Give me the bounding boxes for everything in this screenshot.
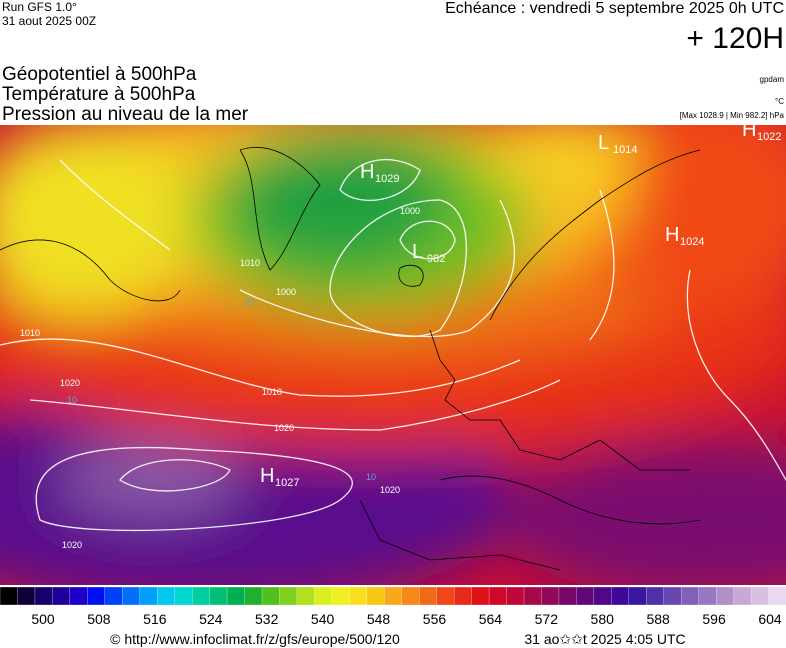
- colorbar-cell: [471, 586, 490, 606]
- center-type: L: [412, 241, 423, 263]
- colorbar: 500 508 516 524 532 540 548 556 564 572 580 588 596 6…: [0, 586, 786, 627]
- colorbar-cell: [279, 586, 298, 606]
- colorbar-cell: [157, 586, 176, 606]
- center-value: 1024: [680, 236, 704, 248]
- colorbar-cell: [715, 586, 735, 606]
- colorbar-cell: [628, 586, 647, 606]
- colorbar-cell: [104, 586, 123, 606]
- contour-label: 1020: [60, 378, 80, 388]
- colorbar-cell: [191, 586, 211, 606]
- unit-pressure: [Max 1028.9 | Min 982.2] hPa: [680, 111, 785, 120]
- center-value: 1027: [275, 477, 299, 489]
- colorbar-cell: [331, 586, 350, 606]
- colorbar-cell: [0, 586, 19, 606]
- contour-label: 20: [244, 297, 254, 307]
- colorbar-cell: [139, 586, 158, 606]
- contour-label: 10: [366, 472, 376, 482]
- colorbar-cell: [87, 586, 106, 606]
- colorbar-cell: [558, 586, 578, 606]
- colorbar-cell: [69, 586, 88, 606]
- colorbar-cell: [506, 586, 525, 606]
- colorbar-label: 524: [199, 611, 223, 627]
- colorbar-cell: [349, 586, 368, 606]
- center-type: H: [360, 161, 374, 183]
- title-pressure: Pression au niveau de la mer: [2, 104, 249, 125]
- colorbar-cell: [733, 586, 752, 606]
- center-type: H: [665, 224, 679, 246]
- title-temperature: Température à 500hPa: [2, 84, 196, 105]
- contour-label: 1020: [62, 540, 82, 550]
- colorbar-cell: [209, 586, 228, 606]
- colorbar-label: 564: [479, 611, 503, 627]
- run-date: 31 aout 2025 00Z: [2, 14, 96, 28]
- contour-label: 1020: [274, 423, 294, 433]
- colorbar-cell: [646, 586, 665, 606]
- colorbar-label: 580: [591, 611, 615, 627]
- colorbar-label: 516: [143, 611, 167, 627]
- colorbar-cell: [122, 586, 141, 606]
- render-time: 31 ao✩✩t 2025 4:05 UTC: [524, 631, 685, 647]
- center-type: H: [260, 465, 274, 487]
- colorbar-label: 548: [367, 611, 391, 627]
- colorbar-cell: [541, 586, 560, 606]
- colorbar-cell: [401, 586, 420, 606]
- echeance: Echéance : vendredi 5 septembre 2025 0h …: [445, 0, 784, 17]
- contour-label: 1000: [276, 287, 296, 297]
- credit: © http://www.infoclimat.fr/z/gfs/europe/…: [110, 631, 400, 647]
- colorbar-cell: [174, 586, 193, 606]
- colorbar-label: 596: [702, 611, 726, 627]
- colorbar-cell: [488, 586, 508, 606]
- colorbar-cell: [296, 586, 316, 606]
- colorbar-label: 572: [535, 611, 559, 627]
- contour-label: 10: [67, 395, 77, 405]
- colorbar-cell: [523, 586, 543, 606]
- colorbar-cell: [593, 586, 612, 606]
- colorbar-cell: [750, 586, 770, 606]
- colorbar-label: 588: [646, 611, 670, 627]
- colorbar-cell: [453, 586, 473, 606]
- contour-label: 1010: [262, 387, 282, 397]
- center-type: H: [742, 119, 756, 141]
- colorbar-cell: [261, 586, 281, 606]
- run-label: Run GFS 1.0°: [2, 0, 77, 14]
- colorbar-cell: [314, 586, 333, 606]
- colorbar-cell: [244, 586, 263, 606]
- colorbar-label: 540: [311, 611, 335, 627]
- contour-label: 1020: [380, 485, 400, 495]
- colorbar-label: 508: [87, 611, 111, 627]
- colorbar-cell: [663, 586, 682, 606]
- colorbar-cell: [52, 586, 71, 606]
- contour-label: 1010: [240, 258, 260, 268]
- colorbar-label: 500: [31, 611, 55, 627]
- colorbar-cell: [681, 586, 700, 606]
- center-value: 1022: [757, 131, 781, 143]
- center-value: 982: [427, 253, 445, 265]
- map-field: [0, 125, 786, 585]
- colorbar-cell: [366, 586, 385, 606]
- center-type: L: [598, 132, 609, 154]
- colorbar-cell: [34, 586, 54, 606]
- colorbar-cell: [226, 586, 246, 606]
- lead-time: + 120H: [686, 22, 784, 55]
- contour-label: 1000: [400, 206, 420, 216]
- colorbar-cell: [768, 586, 786, 606]
- colorbar-label: 532: [255, 611, 279, 627]
- center-value: 1029: [375, 173, 399, 185]
- unit-geopotential: gpdam: [760, 75, 785, 84]
- colorbar-cell: [384, 586, 403, 606]
- colorbar-cell: [611, 586, 630, 606]
- contour-label: 1010: [20, 328, 40, 338]
- colorbar-label: 556: [423, 611, 447, 627]
- title-geopotential: Géopotentiel à 500hPa: [2, 64, 197, 85]
- colorbar-cell: [436, 586, 455, 606]
- colorbar-cell: [419, 586, 438, 606]
- colorbar-cell: [698, 586, 717, 606]
- unit-temperature: °C: [775, 97, 784, 106]
- colorbar-cell: [576, 586, 595, 606]
- center-value: 1014: [613, 144, 637, 156]
- colorbar-label: 604: [758, 611, 782, 627]
- colorbar-cell: [17, 586, 36, 606]
